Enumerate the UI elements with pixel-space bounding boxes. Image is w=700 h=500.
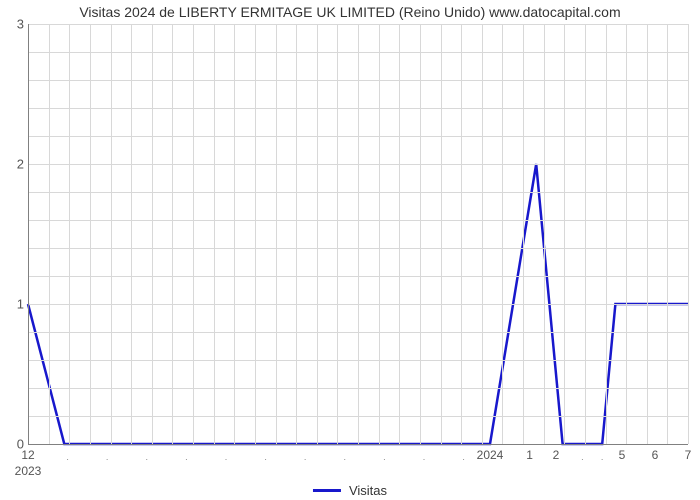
x-axis-line	[28, 444, 688, 445]
x-tick-label: 6	[652, 448, 659, 462]
x-minor-tick: .	[264, 452, 267, 462]
y-axis-line	[28, 24, 29, 444]
v-gridline	[399, 24, 400, 444]
legend-swatch	[313, 489, 341, 492]
legend-label: Visitas	[349, 483, 387, 498]
v-gridline	[49, 24, 50, 444]
v-gridline	[358, 24, 359, 444]
x-minor-tick: .	[146, 452, 149, 462]
x-tick-sublabel: 2023	[15, 464, 42, 478]
x-minor-tick: .	[106, 452, 109, 462]
v-gridline	[461, 24, 462, 444]
v-gridline	[337, 24, 338, 444]
v-gridline	[234, 24, 235, 444]
v-gridline	[69, 24, 70, 444]
v-gridline	[606, 24, 607, 444]
v-gridline	[688, 24, 689, 444]
x-minor-tick: .	[225, 452, 228, 462]
v-gridline	[152, 24, 153, 444]
x-minor-tick: .	[66, 452, 69, 462]
v-gridline	[482, 24, 483, 444]
plot-area	[28, 24, 688, 444]
x-tick-label: 12	[21, 448, 34, 462]
y-tick-label: 1	[17, 297, 24, 312]
v-gridline	[523, 24, 524, 444]
x-tick-label: 5	[619, 448, 626, 462]
x-minor-tick: .	[185, 452, 188, 462]
v-gridline	[564, 24, 565, 444]
v-gridline	[626, 24, 627, 444]
v-gridline	[296, 24, 297, 444]
v-gridline	[667, 24, 668, 444]
x-minor-tick: .	[344, 452, 347, 462]
v-gridline	[255, 24, 256, 444]
x-tick-label: 7	[685, 448, 692, 462]
v-gridline	[172, 24, 173, 444]
v-gridline	[379, 24, 380, 444]
x-tick-label: 2	[553, 448, 560, 462]
v-gridline	[585, 24, 586, 444]
x-minor-tick: .	[304, 452, 307, 462]
x-minor-tick: .	[383, 452, 386, 462]
x-minor-tick: .	[601, 452, 604, 462]
v-gridline	[647, 24, 648, 444]
v-gridline	[193, 24, 194, 444]
chart-title: Visitas 2024 de LIBERTY ERMITAGE UK LIMI…	[0, 0, 700, 20]
legend: Visitas	[313, 483, 387, 498]
v-gridline	[544, 24, 545, 444]
x-minor-tick: .	[581, 452, 584, 462]
x-minor-tick: .	[462, 452, 465, 462]
line-chart: Visitas 2024 de LIBERTY ERMITAGE UK LIMI…	[0, 0, 700, 500]
v-gridline	[214, 24, 215, 444]
v-gridline	[420, 24, 421, 444]
x-tick-label: 1	[526, 448, 533, 462]
v-gridline	[276, 24, 277, 444]
v-gridline	[131, 24, 132, 444]
v-gridline	[502, 24, 503, 444]
v-gridline	[111, 24, 112, 444]
y-tick-label: 3	[17, 17, 24, 32]
x-minor-tick: .	[423, 452, 426, 462]
y-tick-label: 2	[17, 157, 24, 172]
v-gridline	[90, 24, 91, 444]
v-gridline	[317, 24, 318, 444]
v-gridline	[441, 24, 442, 444]
x-tick-label: 2024	[477, 448, 504, 462]
